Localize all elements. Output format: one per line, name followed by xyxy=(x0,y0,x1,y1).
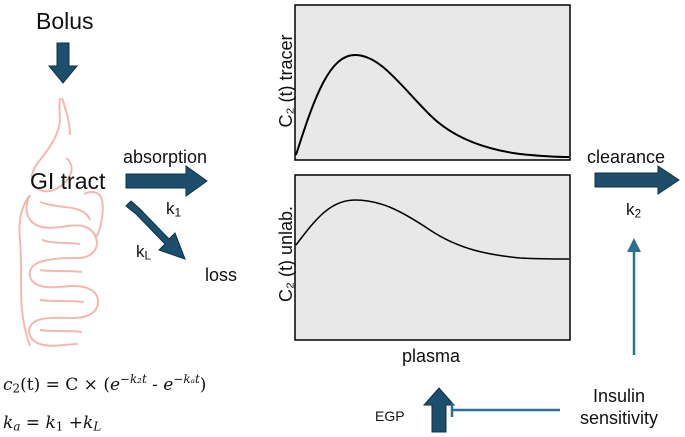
insulin-inhibits-egp xyxy=(450,403,560,417)
k1-label: k1 xyxy=(166,199,182,220)
tracer-ylabel: C₂ (t) tracer xyxy=(276,34,296,128)
bolus-label: Bolus xyxy=(36,8,94,34)
tracer-curve xyxy=(295,53,570,158)
egp-label: EGP xyxy=(375,408,405,424)
clearance-arrow xyxy=(594,165,680,195)
unlabeled-ylabel: C₂ (t) unlab. xyxy=(276,205,296,303)
k2-label: k2 xyxy=(626,200,642,221)
insulin-sensitivity-label: Insulin sensitivity xyxy=(580,386,659,428)
unlabeled-plot-frame xyxy=(294,174,571,341)
equation-concentration: c2(t) = C × (e−k₂t - e−kₐt) xyxy=(3,372,207,396)
plasma-label: plasma xyxy=(402,346,461,366)
tracer-plot-frame xyxy=(294,4,571,161)
insulin-to-clearance-arrow xyxy=(627,238,641,355)
absorption-arrow xyxy=(125,165,208,197)
clearance-label: clearance xyxy=(587,147,666,167)
bolus-arrow xyxy=(47,42,79,84)
absorption-label: absorption xyxy=(123,147,208,167)
unlabeled-curve xyxy=(295,199,570,260)
egp-arrow xyxy=(422,387,456,433)
gi-tract-illustration xyxy=(18,97,104,347)
gi-tract-label: GI tract xyxy=(30,168,106,194)
kL-label: kL xyxy=(136,242,152,263)
loss-arrow xyxy=(125,200,186,260)
loss-label: loss xyxy=(205,265,238,285)
equation-ka: ka = k1 +kL xyxy=(3,413,102,434)
